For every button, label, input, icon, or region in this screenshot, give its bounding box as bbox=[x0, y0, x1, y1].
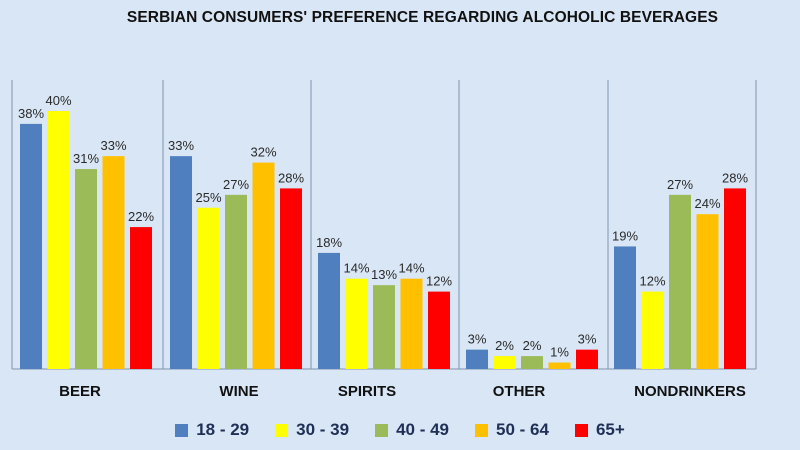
legend-label: 40 - 49 bbox=[396, 420, 450, 439]
data-label: 3% bbox=[578, 332, 597, 347]
bar bbox=[75, 169, 97, 369]
data-label: 2% bbox=[495, 338, 514, 353]
legend-item: 40 - 49 bbox=[375, 420, 449, 440]
legend-label: 50 - 64 bbox=[496, 420, 549, 439]
data-label: 22% bbox=[128, 209, 154, 224]
data-label: 33% bbox=[168, 138, 194, 153]
bar bbox=[493, 356, 516, 369]
legend-item: 18 - 29 bbox=[175, 420, 249, 440]
legend-swatch bbox=[375, 423, 389, 437]
legend-item: 65+ bbox=[574, 420, 625, 440]
legend-swatch bbox=[574, 423, 588, 437]
data-label: 18% bbox=[316, 235, 342, 250]
bar bbox=[614, 246, 636, 369]
legend-swatch bbox=[275, 423, 289, 437]
data-label: 14% bbox=[398, 261, 424, 276]
data-label: 14% bbox=[343, 261, 369, 276]
bar bbox=[345, 278, 368, 369]
data-label: 13% bbox=[371, 267, 397, 282]
data-label: 28% bbox=[278, 170, 304, 185]
bar bbox=[521, 356, 543, 369]
bar bbox=[373, 285, 395, 369]
bar bbox=[47, 111, 70, 369]
data-label: 28% bbox=[722, 170, 748, 185]
data-label: 24% bbox=[694, 196, 720, 211]
bar bbox=[197, 207, 220, 369]
legend-label: 30 - 39 bbox=[296, 420, 350, 439]
data-label: 3% bbox=[468, 332, 487, 347]
bar bbox=[225, 194, 247, 369]
data-label: 31% bbox=[73, 151, 99, 166]
data-label: 2% bbox=[523, 338, 542, 353]
bar bbox=[400, 278, 423, 369]
bar bbox=[548, 362, 571, 369]
bar bbox=[252, 162, 275, 369]
legend-item: 30 - 39 bbox=[275, 420, 349, 440]
bar bbox=[428, 291, 450, 369]
legend-label: 18 - 29 bbox=[196, 420, 250, 439]
data-label: 38% bbox=[18, 106, 44, 121]
data-label: 32% bbox=[250, 145, 276, 160]
data-label: 1% bbox=[550, 345, 569, 360]
bar bbox=[641, 291, 664, 369]
bar bbox=[130, 227, 152, 369]
legend-swatch bbox=[175, 423, 189, 437]
data-label: 33% bbox=[100, 138, 126, 153]
data-label: 27% bbox=[223, 177, 249, 192]
category-label: OTHER bbox=[493, 383, 546, 400]
bar bbox=[466, 349, 488, 369]
bar bbox=[724, 188, 746, 369]
bar bbox=[696, 214, 719, 369]
chart-title: SERBIAN CONSUMERS' PREFERENCE REGARDING … bbox=[126, 9, 719, 26]
category-label: SPIRITS bbox=[338, 383, 396, 400]
bar bbox=[20, 123, 42, 370]
data-label: 40% bbox=[45, 93, 71, 108]
bar bbox=[170, 156, 192, 369]
chart-legend: 18 - 29 30 - 39 40 - 49 50 - 64 65+ bbox=[0, 420, 800, 440]
data-label: 19% bbox=[612, 228, 638, 243]
legend-label: 65+ bbox=[595, 420, 625, 439]
legend-swatch bbox=[475, 423, 489, 437]
bar bbox=[576, 349, 598, 369]
category-label: WINE bbox=[219, 383, 258, 400]
data-label: 12% bbox=[426, 274, 452, 289]
bar bbox=[318, 252, 340, 369]
legend-item: 50 - 64 bbox=[475, 420, 549, 440]
data-label: 27% bbox=[667, 177, 693, 192]
bar bbox=[102, 156, 125, 369]
bar bbox=[669, 194, 691, 369]
bar bbox=[280, 188, 302, 369]
data-label: 12% bbox=[639, 274, 665, 289]
category-label: BEER bbox=[59, 383, 101, 400]
data-label: 25% bbox=[195, 190, 221, 205]
category-label: NONDRINKERS bbox=[634, 383, 746, 400]
